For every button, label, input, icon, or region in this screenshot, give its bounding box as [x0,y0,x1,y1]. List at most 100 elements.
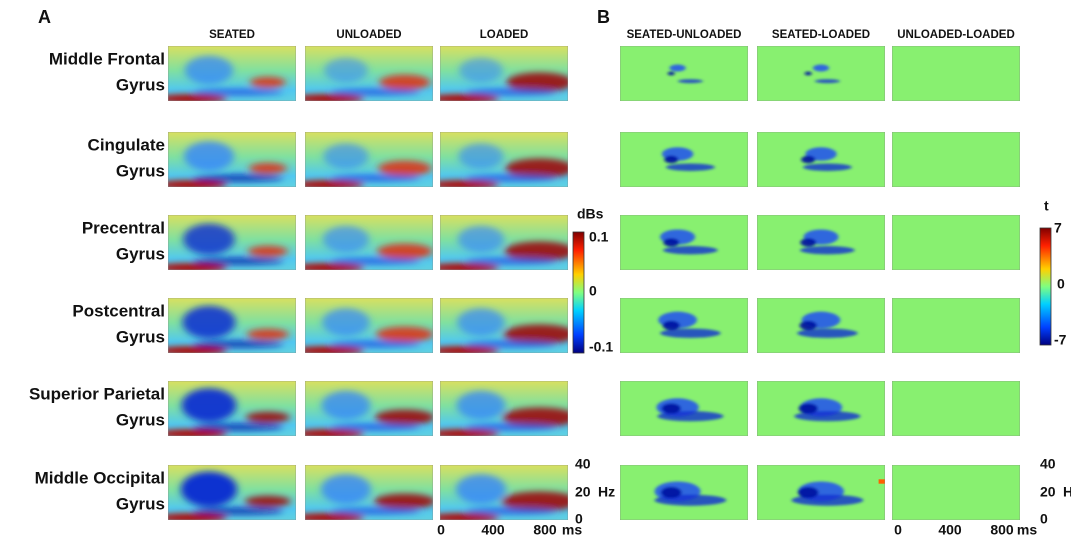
blob [246,412,290,423]
stat-map [620,465,748,520]
colorbar [1040,228,1051,345]
spectrogram [155,381,296,438]
spectrogram [292,298,433,355]
blob [457,308,505,336]
stat-map [892,298,1020,353]
blob [331,258,421,265]
x-tick-label: 400 [938,522,962,538]
stat-map [892,215,1020,270]
blob [155,263,227,272]
blob [331,341,421,348]
spectrogram [292,46,433,103]
stat-map [757,298,885,353]
stat-bg [892,381,1020,436]
colorbar [573,232,584,353]
row-label: Middle Frontal [49,49,165,68]
row-label: Gyrus [116,327,165,346]
x-unit: ms [562,522,582,538]
row-label: Gyrus [116,244,165,263]
blob [194,341,284,348]
stat-map [757,465,885,520]
spectrogram [427,298,576,355]
spectrogram [292,215,433,272]
blob [155,513,227,522]
row-label: Precentral [82,218,165,237]
column-header: UNLOADED-LOADED [897,29,1015,41]
row-label: Postcentral [72,301,165,320]
spectrogram [155,132,296,189]
blob [662,403,681,413]
row-label: Cingulate [88,135,165,154]
blob [248,246,288,257]
blob [245,496,291,507]
column-header: LOADED [480,29,529,41]
y-tick-label: 20 [575,484,591,500]
spectrogram [292,465,435,522]
stat-map [757,381,885,436]
blob [249,163,287,174]
blob [155,180,227,189]
spectrogram [427,465,578,522]
colorbar-tick: 0 [589,283,597,299]
row-label: Gyrus [116,410,165,429]
row-label: Superior Parietal [29,384,165,403]
stat-bg [620,46,748,101]
blob [427,263,499,272]
blob [323,143,368,169]
blob [292,263,364,272]
blob [331,89,421,96]
panel-label: B [597,7,610,27]
blob [331,424,421,431]
page: {"panel_a": {"label": "A", "columns": ["… [0,0,1071,539]
stat-map [892,381,1020,436]
stat-bg [892,215,1020,270]
stat-map [620,46,748,101]
row-label: Middle Occipital [35,468,165,487]
blob [194,175,284,182]
blob [321,391,370,420]
colorbar-tick: -0.1 [589,339,613,355]
blob [292,513,364,522]
colorbar-tick: 7 [1054,220,1062,236]
blob [466,175,556,182]
blob [182,306,235,339]
blob [799,403,818,413]
figure: A B dBs 0.1 0 -0.1 t 7 0 -7 SEATEDUNLOAD… [0,0,1071,539]
blob [666,163,715,170]
blob [466,424,556,431]
blob [803,163,852,170]
blob [427,346,499,355]
spectrogram [292,381,434,438]
x-tick-label: 400 [481,522,505,538]
blob [661,487,681,498]
blob [427,180,499,189]
blob [321,474,371,504]
y-unit: Hz [598,484,615,500]
blob [801,156,815,163]
x-tick-label: 800 [533,522,557,538]
blob [813,65,829,72]
blob [668,72,675,76]
blob [155,429,227,438]
blob [292,429,364,438]
x-tick-label: 0 [894,522,902,538]
spectrogram [155,46,296,103]
blob [324,58,368,83]
y-tick-label: 0 [1040,511,1048,527]
blob [466,508,556,515]
row-label: Gyrus [116,494,165,513]
colorbar-tick: 0.1 [589,229,609,245]
x-unit: ms [1017,522,1037,538]
stat-bg [757,46,885,101]
colorbar-unit: dBs [577,206,604,222]
blob [815,79,840,83]
blob [185,56,234,85]
blob [456,474,506,504]
blob [331,175,421,182]
stat-map [892,132,1020,187]
blob [182,388,237,422]
stat-map [757,215,885,270]
colorbar-unit: t [1044,198,1049,214]
stat-map [620,132,748,187]
blob [376,327,433,342]
